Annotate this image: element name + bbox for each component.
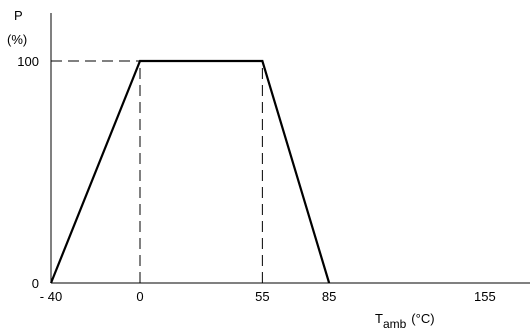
x-tick-label: 155 [474,289,496,304]
y-axis-label: P [14,8,23,23]
x-tick-label: 85 [322,289,336,304]
axis-labels: P (%) Tamb (°C) [7,8,435,331]
x-axis-label: Tamb (°C) [375,311,435,331]
x-axis-label-main: T [375,311,383,326]
series-layer [49,59,331,284]
x-tick-label: - 40 [40,289,62,304]
y-tick-label: 0 [32,276,39,291]
x-tick-label: 55 [255,289,269,304]
y-axis-unit: (%) [7,32,27,47]
x-axis-label-subscript: amb [383,317,407,331]
x-axis-label-unit: (°C) [411,311,434,326]
series-line-0 [49,59,331,284]
y-tick-label: 100 [17,54,39,69]
axes [50,13,530,284]
x-tick-label: 0 [136,289,143,304]
reference-lines [51,60,263,283]
